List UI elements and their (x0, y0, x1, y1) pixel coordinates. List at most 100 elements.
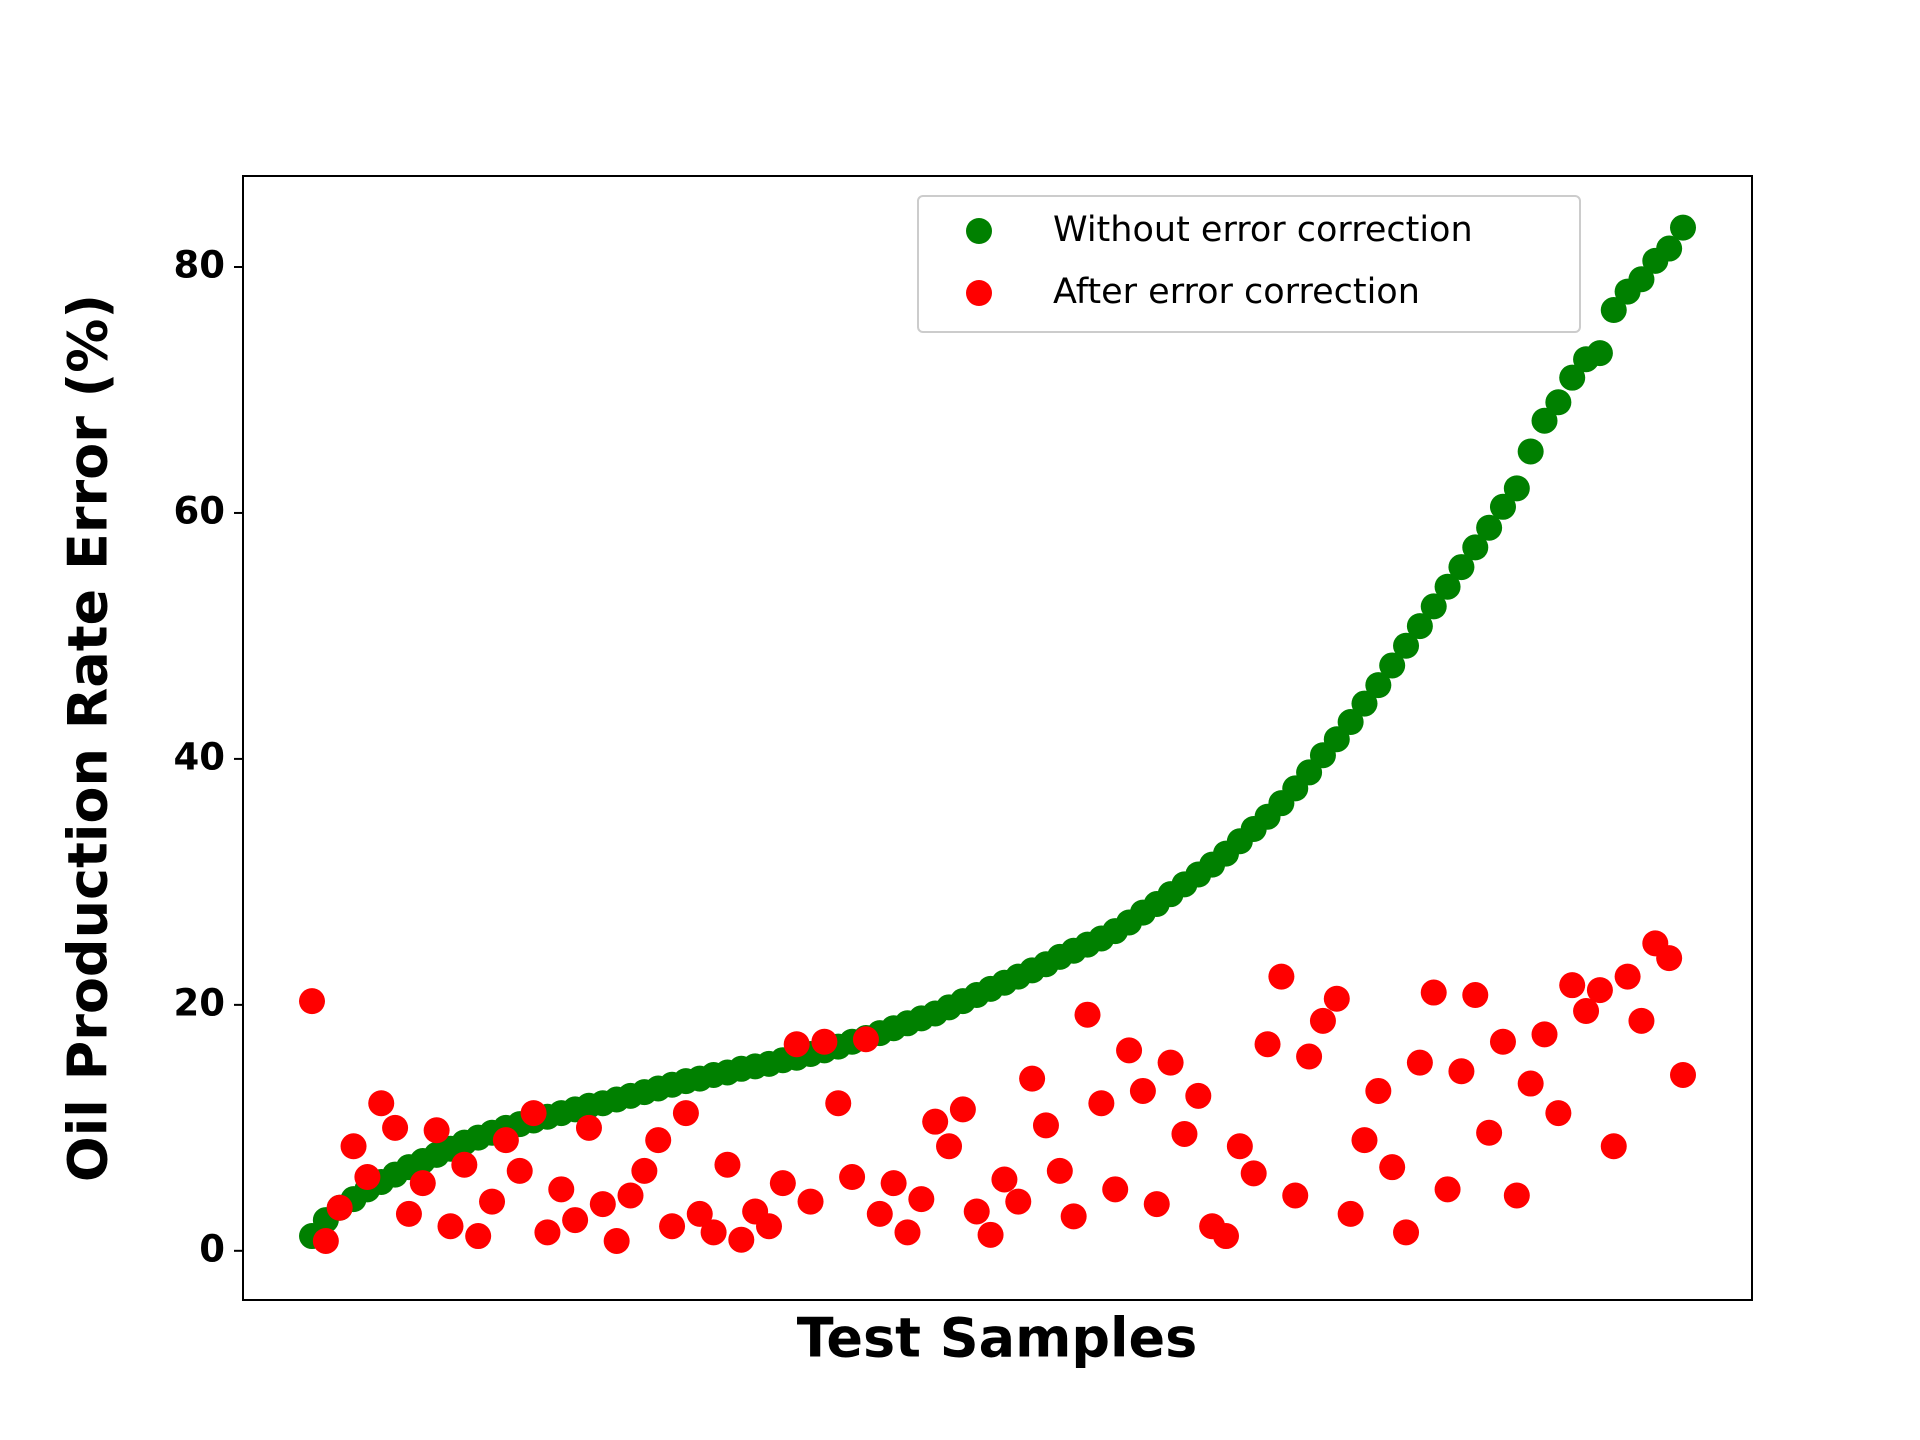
point (1670, 214, 1696, 241)
point (520, 1100, 547, 1127)
point (866, 1200, 893, 1227)
point (1448, 554, 1475, 581)
point (825, 1090, 852, 1117)
point (1379, 652, 1406, 679)
point (395, 1200, 422, 1227)
point (382, 1114, 409, 1141)
point (1462, 534, 1489, 561)
legend-marker (966, 280, 992, 306)
point (1517, 1070, 1544, 1097)
point (977, 1221, 1004, 1248)
point (1268, 963, 1295, 990)
point (1628, 266, 1655, 293)
point (1462, 982, 1489, 1009)
point (1046, 1157, 1073, 1184)
point (936, 1133, 963, 1160)
point (686, 1200, 713, 1227)
point (811, 1028, 838, 1055)
y-tick-label: 20 (174, 981, 226, 1024)
point (1628, 1007, 1655, 1034)
point (1600, 1133, 1627, 1160)
legend-box (917, 195, 1581, 333)
point (1060, 1203, 1087, 1230)
point (659, 1213, 686, 1240)
point (1129, 1077, 1156, 1104)
point (326, 1194, 353, 1221)
point (1489, 493, 1516, 520)
point (1406, 613, 1433, 640)
point (1393, 632, 1420, 659)
point (465, 1223, 492, 1250)
point (949, 1096, 976, 1123)
point (1282, 1182, 1309, 1209)
point (492, 1127, 519, 1154)
point (1559, 364, 1586, 391)
point (1351, 1127, 1378, 1154)
point (1586, 977, 1613, 1004)
point (1503, 475, 1530, 502)
point (1005, 1188, 1032, 1215)
point (1420, 593, 1447, 620)
point (1185, 1082, 1212, 1109)
plot-frame (242, 175, 1753, 1301)
point (409, 1170, 436, 1197)
point (1213, 1223, 1239, 1250)
x-axis-label: Test Samples (797, 1307, 1198, 1370)
point (575, 1114, 602, 1141)
point (700, 1219, 727, 1246)
point (1434, 1176, 1461, 1203)
y-axis-label: Oil Production Rate Error (%) (57, 294, 120, 1182)
point (769, 1170, 796, 1197)
point (617, 1182, 644, 1209)
point (797, 1188, 824, 1215)
point (1379, 1154, 1406, 1181)
point (299, 988, 325, 1015)
point (1351, 690, 1378, 717)
point (1656, 235, 1683, 262)
point (1489, 1028, 1516, 1055)
point (340, 1133, 367, 1160)
point (562, 1207, 589, 1234)
point (1309, 1007, 1336, 1034)
point (1420, 979, 1447, 1006)
point (1531, 407, 1558, 434)
point (1088, 1090, 1115, 1117)
point (1240, 1160, 1267, 1187)
point (631, 1157, 658, 1184)
point (1448, 1058, 1475, 1085)
point (1019, 1065, 1046, 1092)
point (839, 1164, 866, 1191)
point (922, 1108, 949, 1135)
point (548, 1176, 575, 1203)
point (312, 1227, 339, 1254)
point (1157, 1049, 1184, 1076)
point (1365, 1077, 1392, 1104)
point (756, 1213, 782, 1240)
point (714, 1151, 741, 1178)
point (423, 1117, 450, 1144)
point (603, 1227, 630, 1254)
legend-label: Without error correction (1053, 210, 1473, 250)
point (1171, 1120, 1198, 1147)
point (1656, 945, 1683, 972)
point (1503, 1182, 1530, 1209)
point (354, 1164, 381, 1191)
point (1476, 1119, 1503, 1146)
point (852, 1026, 879, 1053)
point (1074, 1001, 1101, 1028)
point (908, 1186, 935, 1213)
point (1116, 1037, 1143, 1064)
point (1143, 1191, 1170, 1218)
point (1406, 1049, 1433, 1076)
point (534, 1219, 561, 1246)
point (1670, 1061, 1696, 1088)
point (1559, 972, 1586, 999)
point (1434, 573, 1461, 600)
point (1531, 1021, 1558, 1048)
point (645, 1127, 672, 1154)
point (451, 1151, 478, 1178)
point (880, 1170, 907, 1197)
point (1545, 1100, 1572, 1127)
point (894, 1219, 921, 1246)
